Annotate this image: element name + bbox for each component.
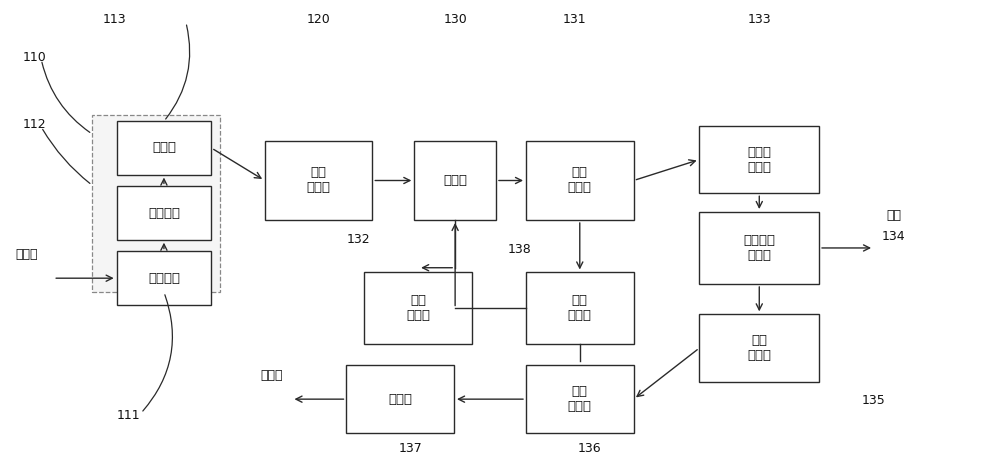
Text: 111: 111: [116, 409, 140, 422]
Text: 破碎设备: 破碎设备: [148, 206, 180, 219]
FancyBboxPatch shape: [699, 314, 819, 382]
Text: 131: 131: [563, 14, 587, 27]
Text: 气化炉: 气化炉: [443, 174, 467, 187]
Text: 螺旋
除渣机: 螺旋 除渣机: [406, 294, 430, 322]
Text: 储煤仓: 储煤仓: [152, 141, 176, 154]
Text: 燃料煤: 燃料煤: [15, 249, 38, 262]
Text: 加压机: 加压机: [388, 393, 412, 406]
Text: 燃料气: 燃料气: [260, 369, 283, 382]
Text: 间接
冷却器: 间接 冷却器: [568, 385, 592, 413]
Text: 强制
气化床: 强制 气化床: [568, 294, 592, 322]
Text: 飞灰: 飞灰: [886, 209, 901, 222]
FancyBboxPatch shape: [117, 121, 211, 175]
Text: 螺旋
给料机: 螺旋 给料机: [307, 167, 331, 195]
Text: 低温旋风
分离器: 低温旋风 分离器: [743, 234, 775, 262]
FancyBboxPatch shape: [414, 141, 496, 220]
Text: 旋风
分离器: 旋风 分离器: [568, 167, 592, 195]
Text: 袋式
除尘器: 袋式 除尘器: [747, 334, 771, 362]
FancyBboxPatch shape: [346, 366, 454, 433]
Text: 135: 135: [862, 394, 886, 407]
Text: 134: 134: [882, 230, 906, 243]
Text: 130: 130: [443, 14, 467, 27]
Text: 112: 112: [22, 118, 46, 131]
Text: 联合热
回收器: 联合热 回收器: [747, 146, 771, 174]
Text: 132: 132: [347, 234, 370, 246]
FancyBboxPatch shape: [699, 126, 819, 193]
FancyBboxPatch shape: [526, 366, 634, 433]
FancyBboxPatch shape: [265, 141, 372, 220]
FancyBboxPatch shape: [699, 212, 819, 284]
FancyBboxPatch shape: [117, 251, 211, 305]
Text: 133: 133: [747, 14, 771, 27]
Text: 筛分设备: 筛分设备: [148, 272, 180, 285]
Text: 110: 110: [22, 51, 46, 64]
FancyBboxPatch shape: [526, 141, 634, 220]
Text: 137: 137: [398, 441, 422, 454]
Text: 113: 113: [102, 14, 126, 27]
FancyBboxPatch shape: [364, 272, 472, 344]
FancyBboxPatch shape: [526, 272, 634, 344]
Text: 138: 138: [508, 242, 532, 256]
Text: 136: 136: [578, 441, 602, 454]
FancyBboxPatch shape: [92, 116, 220, 292]
Text: 120: 120: [307, 14, 330, 27]
FancyBboxPatch shape: [117, 186, 211, 240]
